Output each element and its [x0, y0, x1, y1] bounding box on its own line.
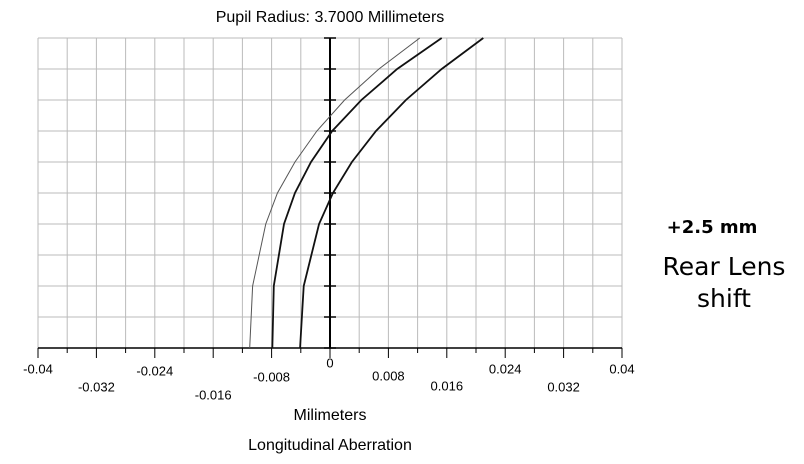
x-tick-label: 0	[326, 355, 333, 370]
x-axis-label: Milimeters	[294, 407, 367, 424]
curve	[249, 37, 421, 349]
x-tick-label: -0.024	[136, 363, 173, 378]
x-tick-label: 0.016	[431, 378, 464, 393]
x-tick-label: 0.04	[609, 361, 634, 376]
chart-title: Pupil Radius: 3.7000 Millimeters	[216, 9, 445, 26]
subtitle: Longitudinal Aberration	[248, 437, 412, 454]
x-tick-label: -0.008	[253, 369, 290, 384]
x-tick-label: -0.016	[195, 387, 232, 402]
curve	[299, 37, 484, 349]
curve	[271, 37, 443, 349]
annotation: +2.5 mm	[667, 217, 758, 238]
x-tick-label: 0.008	[372, 368, 405, 383]
x-tick-label: 0.032	[547, 379, 580, 394]
annotation: shift	[697, 284, 751, 313]
annotation: Rear Lens	[663, 252, 786, 281]
x-tick-label: -0.032	[78, 379, 115, 394]
x-tick-label: -0.04	[23, 361, 53, 376]
x-tick-label: 0.024	[489, 361, 522, 376]
